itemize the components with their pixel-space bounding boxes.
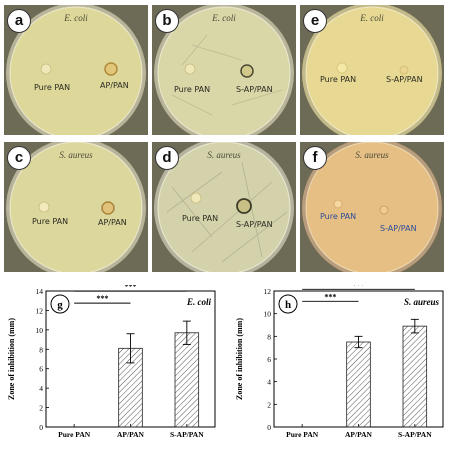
x-tick-label: S-AP/PAN <box>170 430 204 439</box>
y-tick-label: 10 <box>264 310 272 319</box>
chart-panel-g: 0 2 4 6 8 10 12 14 Pure PAN AP/PAN S-AP/PAN *** *** g… <box>0 285 226 447</box>
petri-dish <box>6 142 146 272</box>
y-tick-label: 14 <box>36 287 44 296</box>
plate-photo-a: a E. coli Pure PAN AP/PAN <box>4 5 148 135</box>
sample-label-right: S-AP/PAN <box>236 220 273 229</box>
petri-dish <box>6 5 146 135</box>
sample-label-right: S-AP/PAN <box>236 85 273 94</box>
sample-label-right: AP/PAN <box>98 218 127 227</box>
plate-organism-label: E. coli <box>360 13 384 23</box>
plate-photo-f: f S. aureus Pure PAN S-AP/PAN <box>300 142 444 272</box>
panel-letter-circle <box>278 294 298 314</box>
organism-label: E. coli <box>186 297 211 307</box>
significance-label: *** <box>353 285 365 289</box>
x-tick-label: Pure PAN <box>286 430 319 439</box>
sample-label-left: Pure PAN <box>32 217 69 226</box>
panel-letter: h <box>285 299 291 311</box>
x-tick-label: AP/PAN <box>345 430 373 439</box>
plate-organism-label: S. aureus <box>59 150 93 160</box>
y-tick-label: 8 <box>39 345 43 354</box>
sample-label-right: AP/PAN <box>100 81 129 90</box>
plate-organism-label: S. aureus <box>207 150 241 160</box>
panel-letter: f <box>303 146 327 170</box>
y-tick-label: 4 <box>39 384 43 393</box>
panel-letter: c <box>7 146 31 170</box>
plate-photo-c: c S. aureus Pure PAN AP/PAN <box>4 142 148 272</box>
y-tick-label: 2 <box>267 400 271 409</box>
plate-organism-label: E. coli <box>64 13 88 23</box>
petri-dish <box>154 142 294 272</box>
y-tick-label: 8 <box>267 332 271 341</box>
significance-label: *** <box>96 294 108 303</box>
plate-photo-b: b E. coli Pure PAN S-AP/PAN <box>152 5 296 135</box>
chart-panel-h: 0 2 4 6 8 10 12 Pure PAN AP/PAN S-AP/PAN *** *** h S.… <box>228 285 456 447</box>
significance-label: *** <box>125 285 137 291</box>
bar-chart-svg: 0 2 4 6 8 10 12 14 Pure PAN AP/PAN S-AP/PAN *** *** g… <box>7 285 216 439</box>
y-tick-label: 0 <box>39 423 43 432</box>
panel-letter: e <box>303 9 327 33</box>
significance-label: *** <box>324 292 336 301</box>
plate-organism-label: E. coli <box>212 13 236 23</box>
sample-label-left: Pure PAN <box>320 75 357 84</box>
sample-label-left: Pure PAN <box>34 83 71 92</box>
petri-dish <box>302 142 442 272</box>
petri-dish <box>302 5 442 135</box>
petri-dish <box>154 5 294 135</box>
y-tick-label: 12 <box>36 306 44 315</box>
panel-letter: g <box>57 299 63 311</box>
plate-organism-label: S. aureus <box>355 150 389 160</box>
x-tick-label: S-AP/PAN <box>398 430 432 439</box>
sample-label-left: Pure PAN <box>320 212 357 221</box>
bar <box>402 325 428 428</box>
y-tick-label: 2 <box>39 404 43 413</box>
plate-photo-e: e E. coli Pure PAN S-AP/PAN <box>300 5 444 135</box>
bar <box>346 341 371 428</box>
y-tick-label: 4 <box>267 378 271 387</box>
y-tick-label: 12 <box>264 287 272 296</box>
y-axis-label: Zone of inhibition (mm) <box>235 318 244 400</box>
panel-letter: d <box>155 146 179 170</box>
y-tick-label: 6 <box>39 365 43 374</box>
sample-label-left: Pure PAN <box>174 85 211 94</box>
y-tick-label: 6 <box>267 355 271 364</box>
y-tick-label: 10 <box>36 326 44 335</box>
bar <box>174 332 200 428</box>
x-tick-label: Pure PAN <box>58 430 91 439</box>
panel-letter-circle <box>50 294 70 314</box>
bar-chart-svg: 0 2 4 6 8 10 12 Pure PAN AP/PAN S-AP/PAN *** *** h S.… <box>235 285 444 439</box>
sample-label-right: S-AP/PAN <box>380 224 417 233</box>
panel-letter: b <box>155 9 179 33</box>
sample-label-left: Pure PAN <box>182 214 219 223</box>
y-axis-label: Zone of inhibition (mm) <box>7 318 16 400</box>
sample-label-right: S-AP/PAN <box>386 75 423 84</box>
panel-letter: a <box>7 9 31 33</box>
organism-label: S. aureus <box>404 297 440 307</box>
x-tick-label: AP/PAN <box>117 430 145 439</box>
y-tick-label: 0 <box>267 423 271 432</box>
plate-photo-d: d S. aureus Pure PAN S-AP/PAN <box>152 142 296 272</box>
